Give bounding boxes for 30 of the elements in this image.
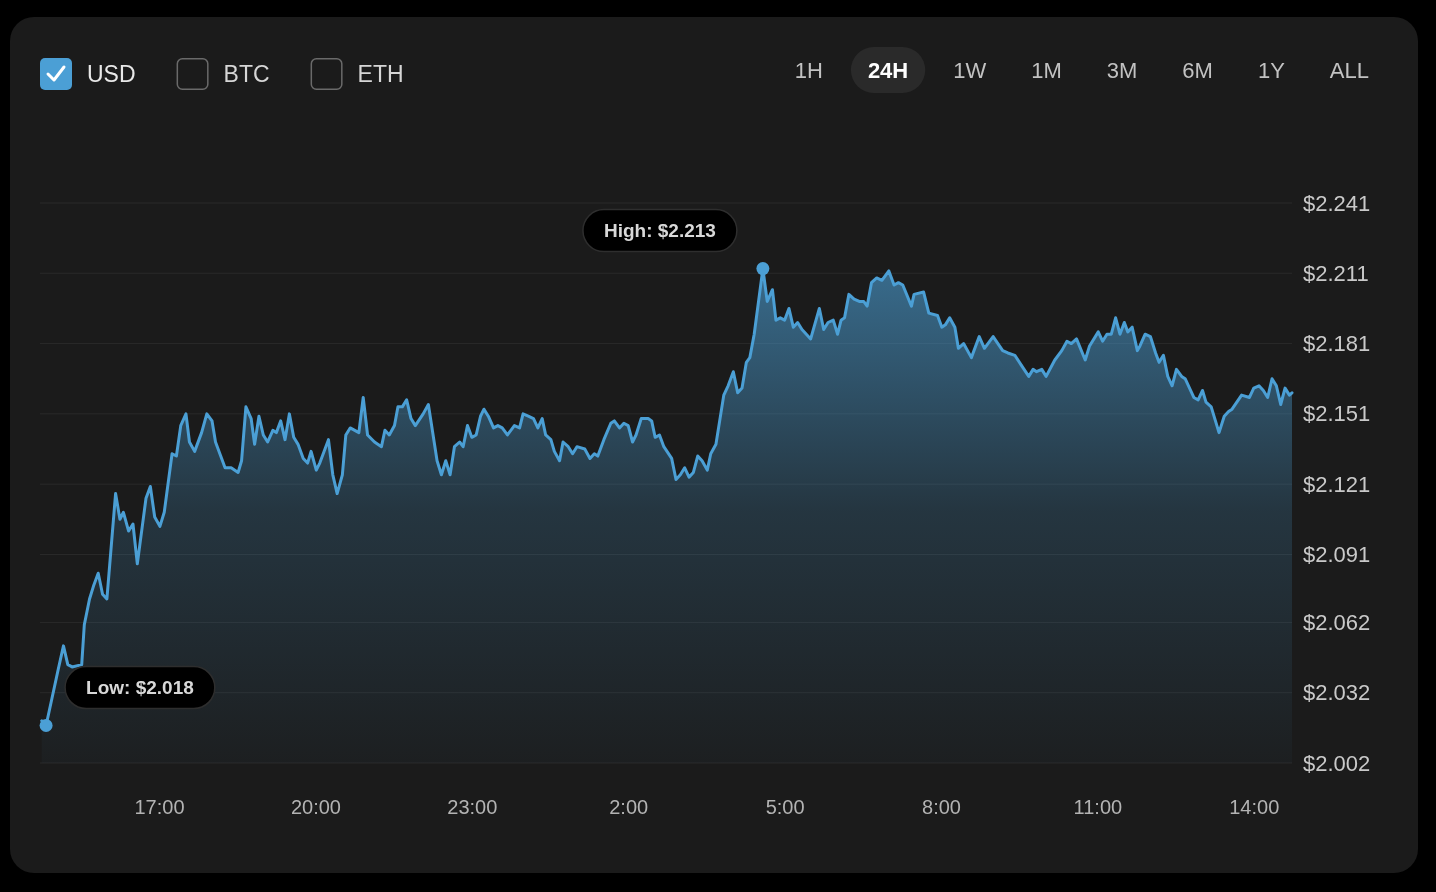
x-tick-label: 14:00: [1229, 796, 1280, 819]
text: ALL: [1329, 57, 1369, 83]
y-tick-label: $2.151: [1303, 401, 1371, 427]
text: BTC: [223, 61, 270, 88]
annotation: High: $2.213: [603, 220, 716, 242]
y-tick-label: $2.211: [1303, 260, 1369, 286]
text: 1M: [1031, 57, 1062, 83]
x-tick-label: 5:00: [765, 796, 805, 819]
annotation: Low: $2.018: [86, 677, 194, 699]
text: 3M: [1106, 57, 1138, 83]
x-tick-label: 23:00: [447, 796, 498, 819]
y-tick-label: $2.002: [1303, 750, 1371, 776]
x-tick-label: 8:00: [922, 796, 961, 819]
y-tick-label: $2.091: [1303, 542, 1371, 567]
y-tick-label: $2.062: [1303, 609, 1371, 635]
text: 24H: [867, 57, 909, 83]
x-tick-label: 20:00: [290, 796, 341, 819]
x-tick-label: 2:00: [609, 796, 649, 819]
y-tick-label: $2.181: [1303, 331, 1371, 357]
legend-label: USD: [87, 61, 136, 88]
text: 6M: [1182, 57, 1213, 83]
x-tick-label: 17:00: [134, 796, 185, 819]
y-tick-label: $2.241: [1303, 190, 1371, 216]
y-tick-label: $2.121: [1303, 471, 1371, 497]
y-tick-label: $2.032: [1303, 680, 1371, 706]
text: 1Y: [1257, 57, 1286, 83]
x-tick-label: 11:00: [1073, 796, 1123, 819]
text: 1W: [953, 57, 987, 83]
text: 1H: [794, 57, 823, 83]
text: ETH: [357, 61, 404, 88]
